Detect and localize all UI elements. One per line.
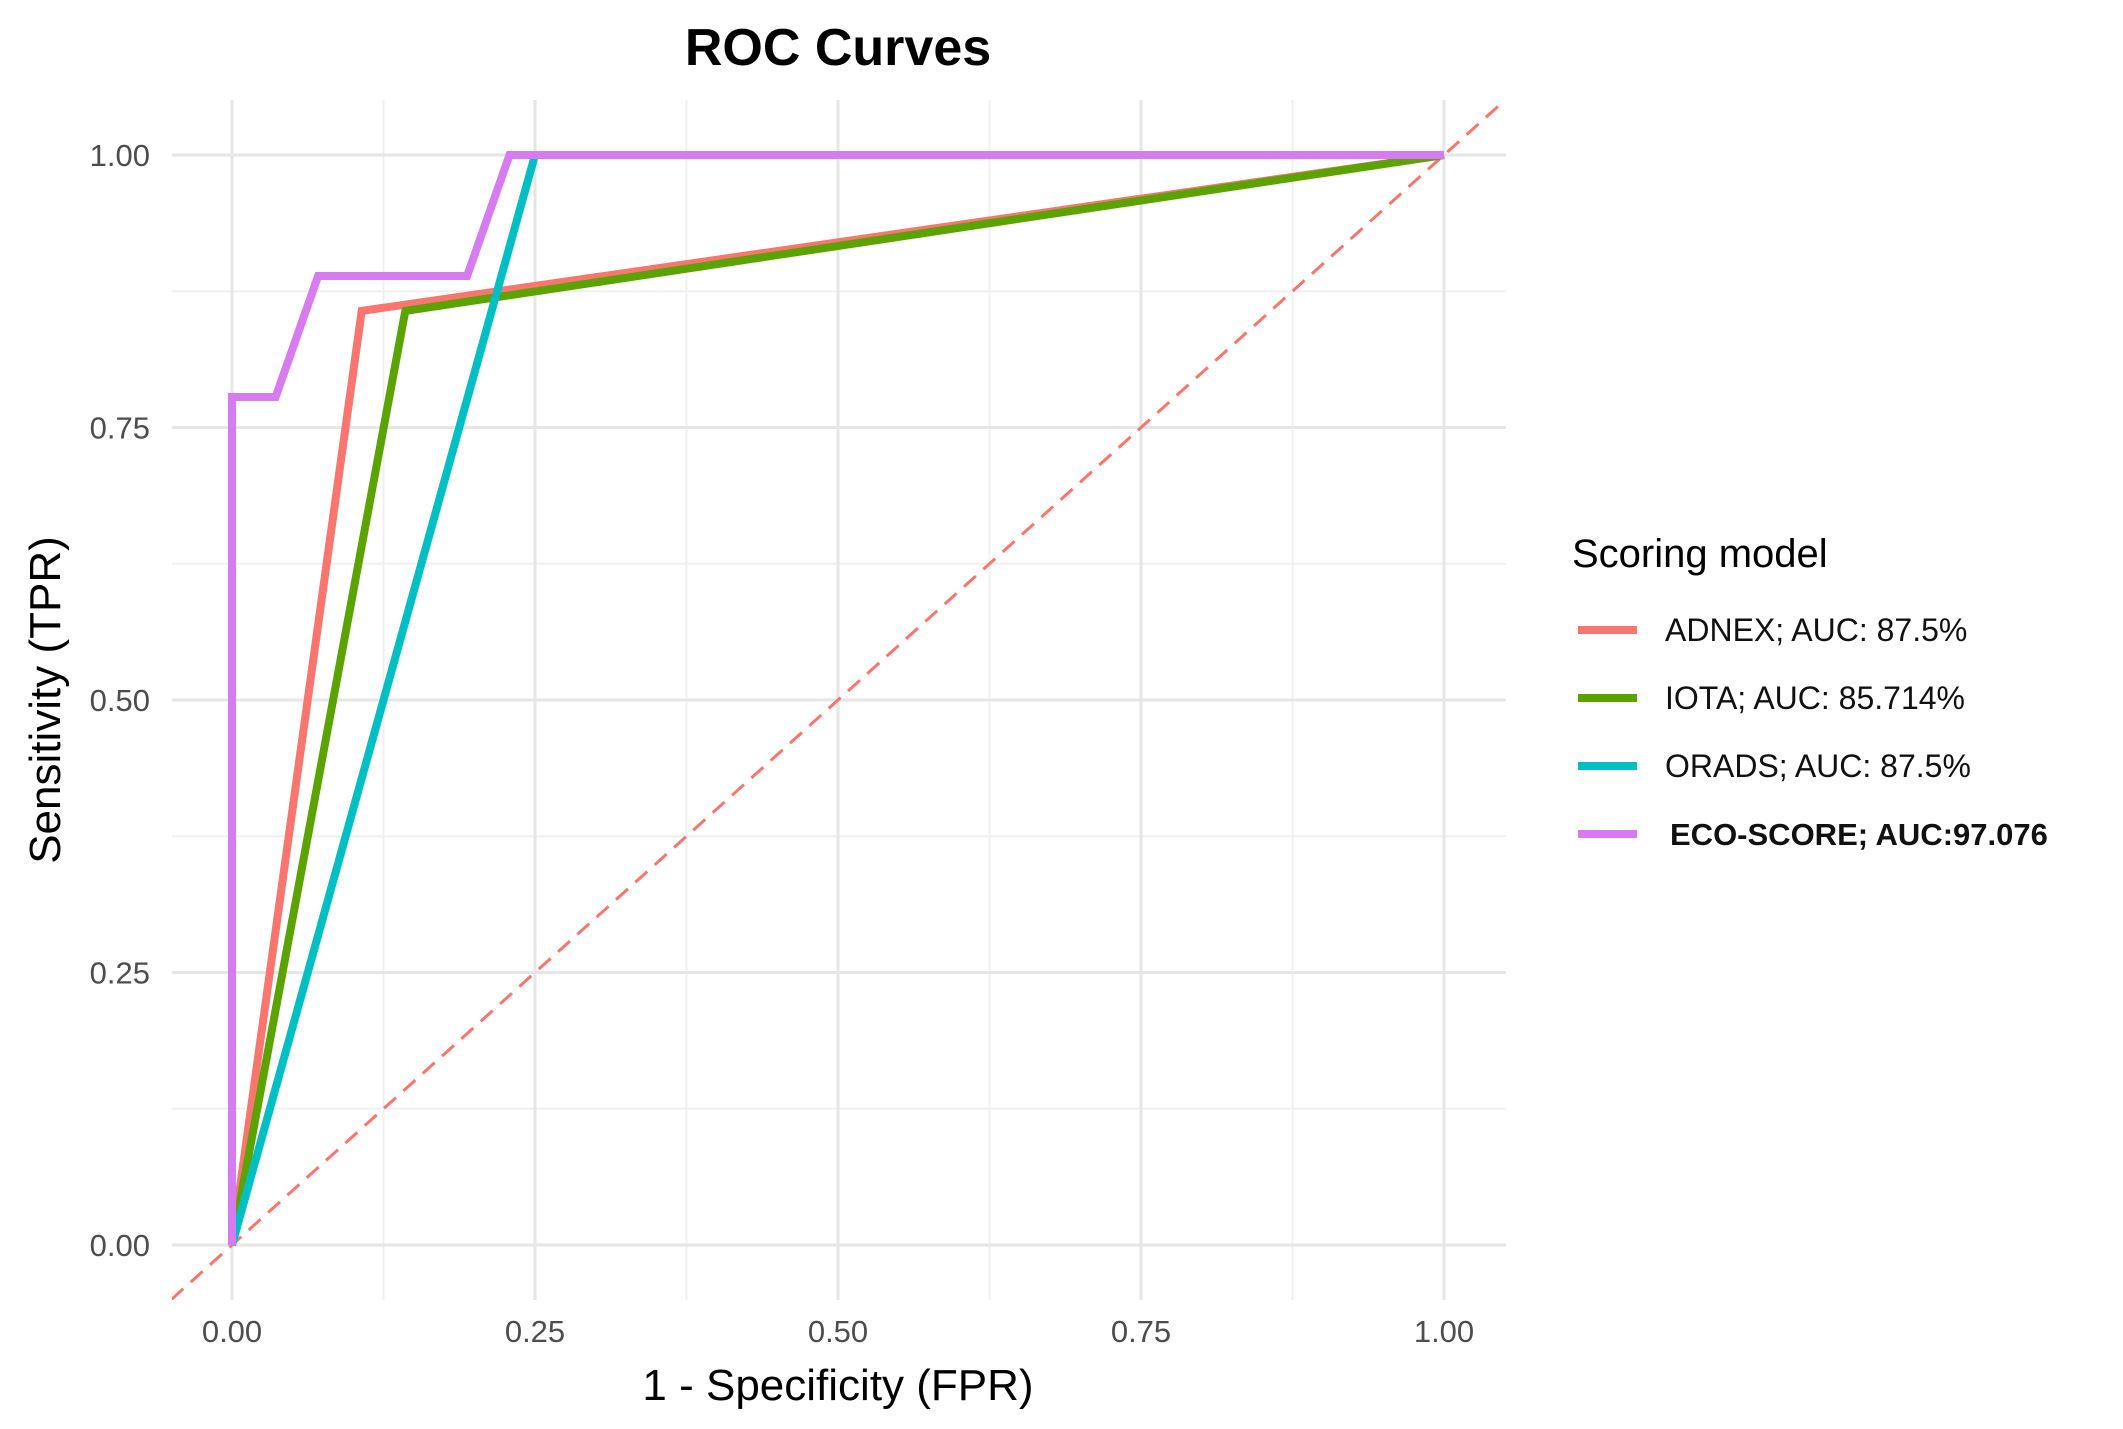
- legend-title: Scoring model: [1572, 532, 1828, 576]
- y-tick-label: 0.25: [90, 956, 150, 991]
- chart-title: ROC Curves: [685, 19, 991, 77]
- x-axis-title: 1 - Specificity (FPR): [642, 1361, 1033, 1410]
- legend-items: ADNEX; AUC: 87.5% IOTA; AUC: 85.714% ORADS…: [1578, 612, 2048, 852]
- y-tick-label: 0.75: [90, 411, 150, 446]
- legend: Scoring model ADNEX; AUC: 87.5% IOTA; AUC…: [1572, 532, 2048, 852]
- reference-diagonal-line: [172, 100, 1506, 1300]
- x-tick-label: 1.00: [1414, 1314, 1474, 1349]
- legend-label-3: ORADS; AUC: 87.5%: [1665, 748, 1971, 784]
- legend-label-1: ADNEX; AUC: 87.5%: [1665, 612, 1967, 648]
- series-lines-group: [228, 151, 1445, 1247]
- y-tick-label: 1.00: [90, 138, 150, 173]
- y-axis-title: Sensitivity (TPR): [21, 536, 70, 864]
- x-tick-label: 0.00: [202, 1314, 262, 1349]
- tick-labels-group: 0.00 0.25 0.50 0.75 1.00 0.00 0.25 0.50 0.75 1.00: [90, 138, 1475, 1349]
- reference-line-group: [172, 100, 1506, 1300]
- x-tick-label: 0.75: [1111, 1314, 1171, 1349]
- x-tick-label: 0.25: [505, 1314, 565, 1349]
- legend-label-4: ECO-SCORE; AUC:97.076: [1670, 817, 2048, 852]
- series-line-2: [228, 151, 1445, 1246]
- y-tick-label: 0.00: [90, 1228, 150, 1263]
- series-line-4: [228, 151, 1444, 1245]
- x-tick-label: 0.50: [808, 1314, 868, 1349]
- y-tick-label: 0.50: [90, 683, 150, 718]
- legend-label-2: IOTA; AUC: 85.714%: [1665, 680, 1965, 716]
